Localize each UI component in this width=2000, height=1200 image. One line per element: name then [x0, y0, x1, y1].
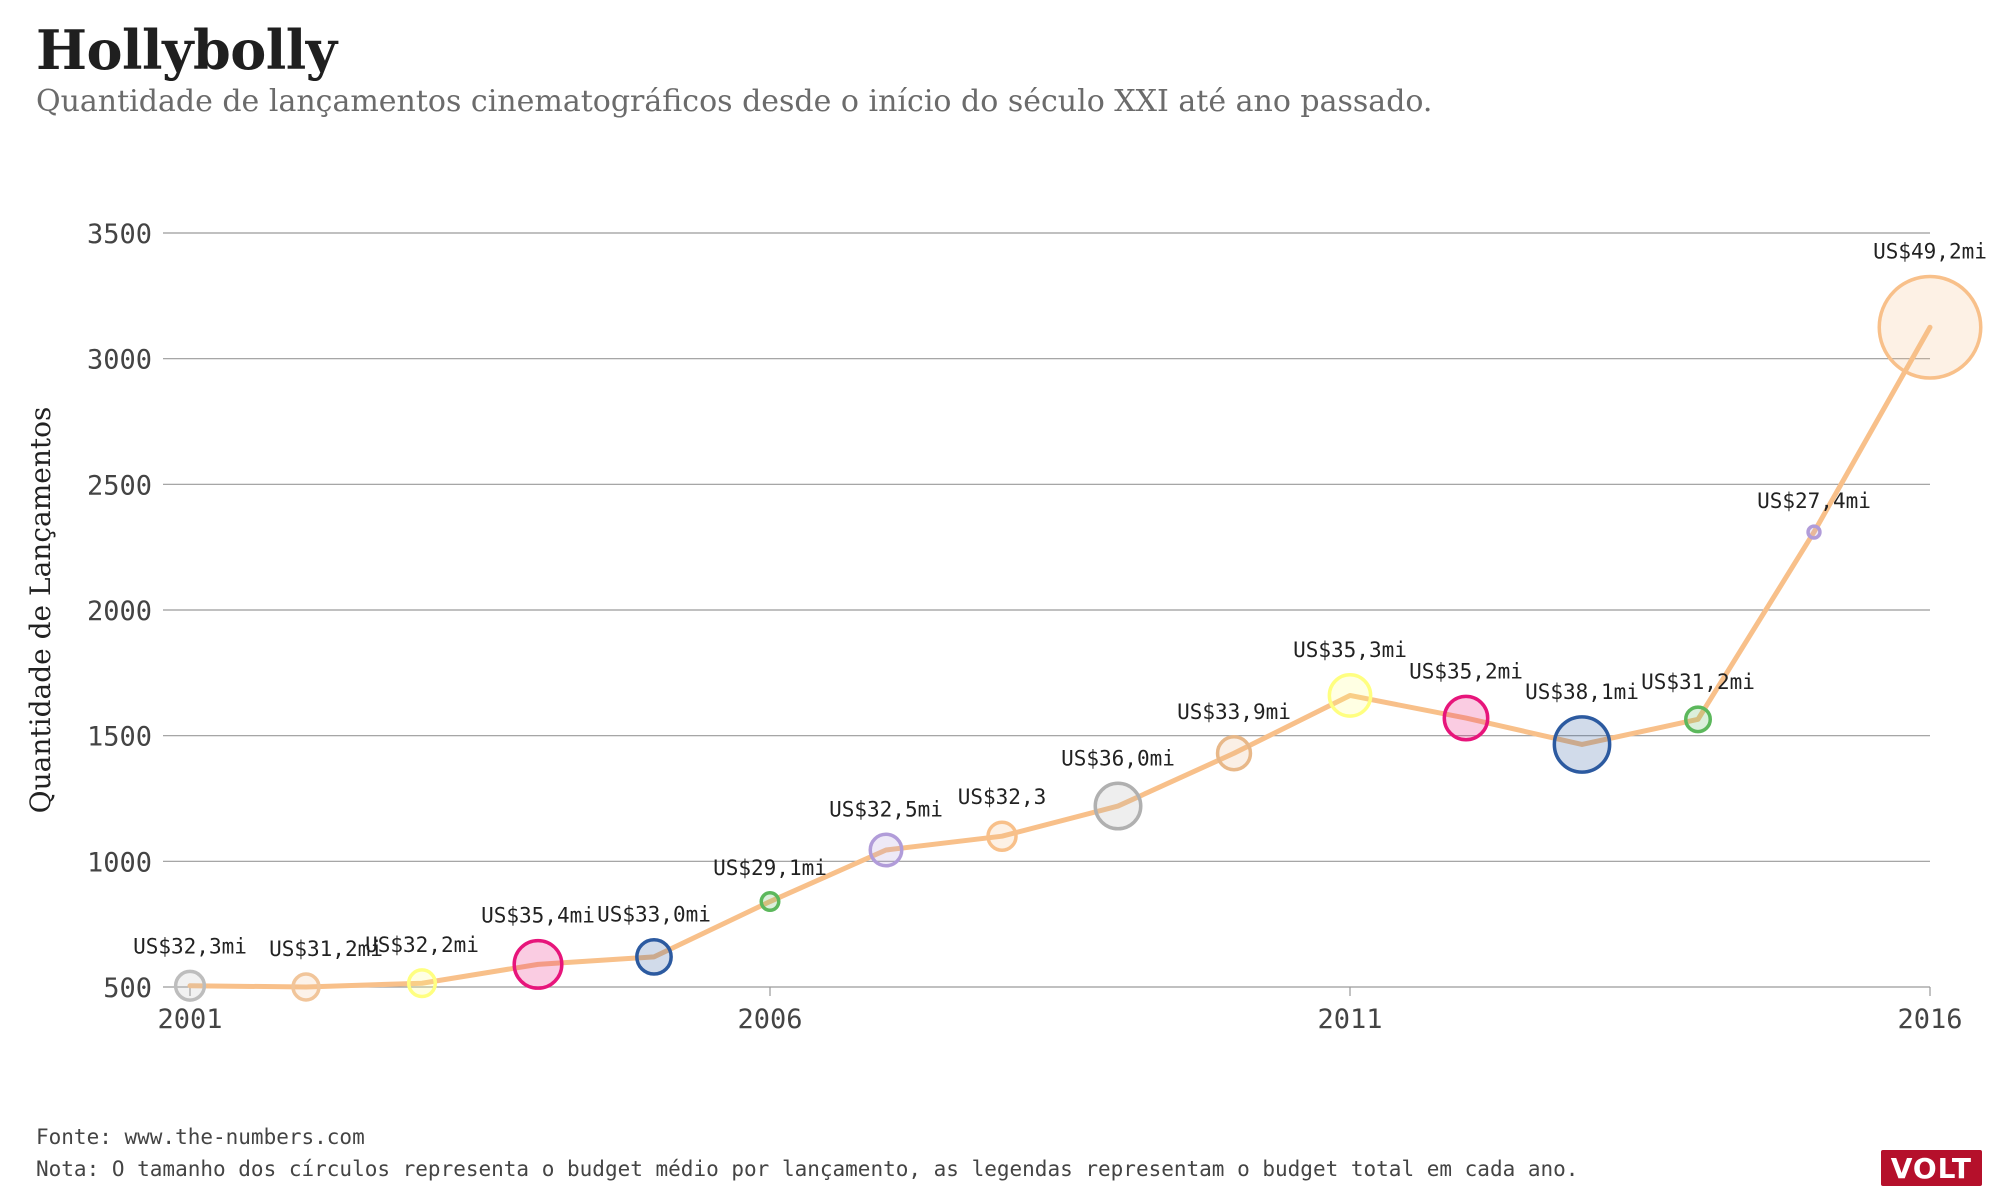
y-tick-label: 500 — [103, 973, 152, 1004]
data-bubble — [1327, 673, 1373, 718]
data-bubble — [1552, 715, 1612, 774]
data-bubble — [1093, 781, 1143, 831]
y-tick-label: 2500 — [87, 470, 152, 501]
data-bubble — [635, 937, 673, 976]
chart-title: Hollybolly — [36, 18, 337, 82]
x-tick-label: 2011 — [1317, 1004, 1382, 1035]
volt-logo: VOLT — [1880, 1150, 1982, 1186]
data-bubble — [759, 891, 781, 913]
data-label: US$36,0mi — [1061, 746, 1175, 770]
data-bubble — [1684, 705, 1712, 734]
footnote: Nota: O tamanho dos círculos representa … — [36, 1157, 1579, 1181]
y-tick-label: 1000 — [87, 847, 152, 878]
data-label: US$33,9mi — [1177, 700, 1291, 724]
data-label: US$32,2mi — [365, 933, 479, 957]
data-label: US$31,2mi — [269, 937, 383, 961]
y-tick-label: 3000 — [87, 345, 152, 376]
data-label: US$29,1mi — [713, 856, 827, 880]
chart-subtitle: Quantidade de lançamentos cinematográfic… — [36, 84, 1433, 119]
data-bubble — [1877, 274, 1983, 380]
source-note: Fonte: www.the-numbers.com — [36, 1125, 365, 1149]
data-bubble — [868, 832, 904, 868]
y-tick-label: 2000 — [87, 596, 152, 627]
data-bubble — [1806, 524, 1822, 540]
x-tick-label: 2001 — [157, 1004, 222, 1035]
y-axis-label: Quantidade de Lançamentos — [24, 407, 57, 814]
data-bubble — [173, 969, 207, 1002]
y-tick-label: 1500 — [87, 722, 152, 753]
data-label: US$33,0mi — [597, 903, 711, 927]
data-bubble — [512, 938, 564, 990]
data-label: US$27,4mi — [1757, 489, 1871, 513]
data-label: US$31,2mi — [1641, 670, 1755, 694]
data-bubble — [986, 820, 1018, 852]
data-label: US$49,2mi — [1873, 240, 1987, 264]
data-bubble — [1215, 735, 1253, 772]
data-bubble — [291, 972, 321, 1002]
data-label: US$35,4mi — [481, 904, 595, 928]
data-bubble — [406, 968, 438, 999]
y-tick-label: 3500 — [87, 219, 152, 250]
x-tick-label: 2016 — [1897, 1004, 1962, 1035]
data-label: US$35,2mi — [1409, 659, 1523, 683]
data-bubble — [1442, 694, 1490, 742]
data-label: US$32,3 — [958, 785, 1047, 809]
data-label: US$35,3mi — [1293, 638, 1407, 662]
x-tick-label: 2006 — [737, 1004, 802, 1035]
data-label: US$32,5mi — [829, 797, 943, 821]
data-label: US$32,3mi — [133, 934, 247, 958]
data-label: US$38,1mi — [1525, 680, 1639, 704]
series-line — [187, 324, 1933, 990]
